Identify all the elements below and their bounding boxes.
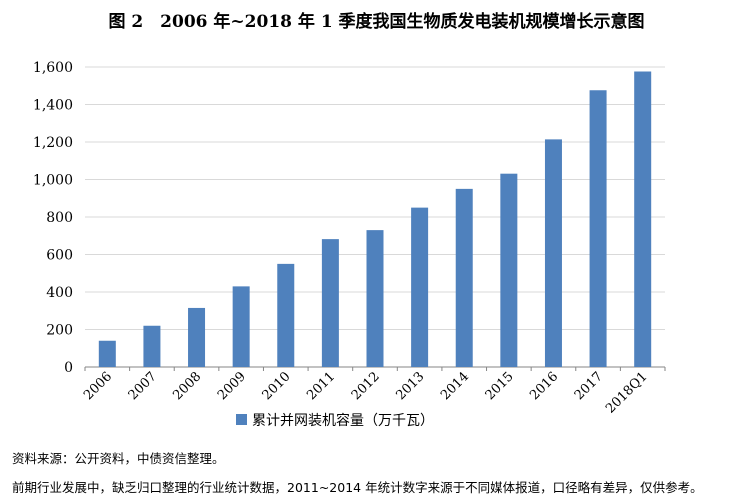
x-tick-label: 2016 [527, 369, 561, 403]
x-tick-label: 2014 [438, 369, 472, 403]
x-axis: 2006 2007 2008 2009 2010 2011 2012 2013 2014 2015… [81, 367, 666, 417]
x-tick-label: 2017 [572, 369, 606, 403]
bar-2016 [544, 139, 562, 367]
y-tick-label: 800 [46, 210, 73, 226]
legend-swatch [236, 414, 247, 425]
y-axis-ticks: 0 200 400 600 800 1,000 1,200 1,400 1,600 [33, 60, 73, 376]
legend: 累计并网装机容量（万千瓦） [236, 412, 434, 429]
bar-2013 [411, 207, 429, 367]
figure-title: 图 2 2006 年~2018 年 1 季度我国生物质发电装机规模增长示意图 [108, 12, 645, 32]
bar-2014 [455, 188, 473, 367]
x-tick-label: 2015 [483, 369, 517, 403]
bar-2006 [98, 340, 116, 367]
x-tick-label: 2012 [349, 369, 383, 403]
x-tick-label: 2006 [81, 369, 115, 403]
bar-2010 [277, 263, 295, 367]
source-note: 资料来源：公开资料，中债资信整理。 [12, 451, 225, 466]
bar-2017 [589, 90, 607, 367]
bars [98, 71, 652, 367]
y-tick-label: 1,000 [33, 173, 73, 189]
x-tick-label: 2013 [393, 369, 427, 403]
bar-2007 [143, 325, 161, 367]
bar-2009 [232, 286, 250, 367]
y-tick-label: 0 [64, 360, 73, 376]
footnote: 前期行业发展中，缺乏归口整理的行业统计数据，2011~2014 年统计数字来源于… [12, 480, 703, 495]
bar-2018Q1 [634, 71, 652, 367]
y-tick-label: 400 [46, 285, 73, 301]
bar-2008 [188, 307, 206, 367]
y-tick-label: 600 [46, 248, 73, 264]
x-tick-label: 2010 [260, 369, 294, 403]
y-tick-label: 1,400 [33, 98, 73, 114]
y-tick-label: 200 [46, 323, 73, 339]
x-tick-label: 2018Q1 [603, 369, 650, 416]
x-tick-label: 2007 [126, 369, 160, 403]
y-tick-label: 1,600 [33, 60, 73, 76]
bar-2011 [321, 239, 339, 367]
x-tick-label: 2011 [304, 369, 338, 403]
y-tick-label: 1,200 [33, 135, 73, 151]
legend-label: 累计并网装机容量（万千瓦） [252, 412, 434, 429]
x-tick-label: 2009 [215, 369, 249, 403]
bar-2012 [366, 230, 384, 367]
x-tick-label: 2008 [170, 369, 204, 403]
bar-2015 [500, 173, 518, 367]
